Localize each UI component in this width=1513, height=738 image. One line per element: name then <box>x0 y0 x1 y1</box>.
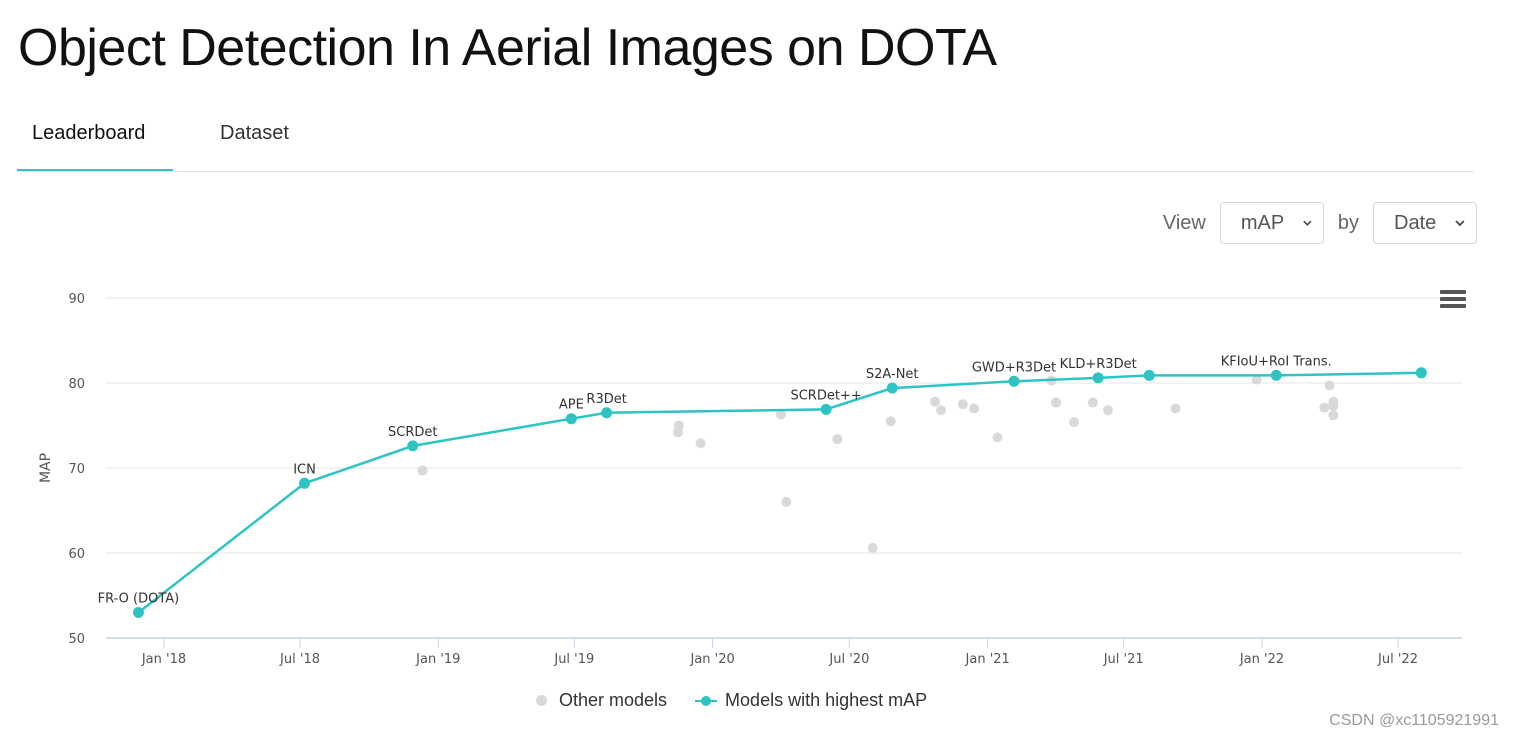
by-label: by <box>1337 211 1359 234</box>
x-tick-label: Jul '18 <box>279 652 320 667</box>
other-model-point <box>781 497 792 507</box>
y-tick-label: 90 <box>68 292 85 307</box>
best-model-point <box>1270 369 1282 381</box>
y-tick-label: 80 <box>68 377 85 392</box>
other-model-point <box>417 465 428 476</box>
x-tick-label: Jan '21 <box>965 652 1010 667</box>
best-model-point <box>1008 375 1020 387</box>
y-tick-label: 60 <box>68 547 85 562</box>
x-tick-label: Jul '21 <box>1103 652 1144 667</box>
other-model-point <box>1170 403 1181 414</box>
other-model-point <box>1251 374 1262 385</box>
y-tick-label: 50 <box>68 632 85 647</box>
chart-controls: View mAP by Date <box>1163 201 1477 245</box>
other-model-point <box>867 542 878 553</box>
other-model-point <box>776 409 786 420</box>
x-tick-label: Jan '22 <box>1239 652 1284 667</box>
other-model-point <box>885 416 896 427</box>
page-title: Object Detection In Aerial Images on DOT… <box>18 19 997 77</box>
metric-select[interactable]: mAP <box>1219 202 1324 244</box>
other-model-point <box>1328 410 1339 421</box>
other-model-point <box>969 403 980 414</box>
legend-label-best: Models with highest mAP <box>725 690 928 710</box>
other-model-point <box>1051 397 1062 408</box>
other-model-point <box>992 432 1003 443</box>
best-model-point <box>1092 372 1104 384</box>
other-model-point <box>957 399 968 410</box>
watermark: CSDN @xc1105921991 <box>1329 712 1499 729</box>
chart-menu-icon[interactable] <box>1440 290 1466 312</box>
y-tick-label: 70 <box>68 462 85 477</box>
other-model-point <box>832 434 843 445</box>
x-tick-label: Jan '18 <box>141 652 186 667</box>
legend-label-other: Other models <box>559 690 668 710</box>
other-model-point <box>1087 397 1098 408</box>
x-tick-label: Jan '20 <box>689 652 734 667</box>
other-model-point <box>1319 402 1330 413</box>
legend-item-other-models[interactable]: Other models <box>536 690 667 711</box>
best-model-point <box>407 440 419 452</box>
best-model-label: KLD+R3Det <box>1060 357 1137 372</box>
sort-by-select[interactable]: Date <box>1373 202 1477 244</box>
y-axis-title: MAP <box>38 453 54 483</box>
other-model-point <box>695 438 706 449</box>
best-model-label: ICN <box>293 462 316 477</box>
other-model-point <box>1069 417 1080 428</box>
best-model-line <box>137 371 1422 614</box>
best-model-label: S2A-Net <box>866 367 919 382</box>
view-label: View <box>1162 211 1206 234</box>
best-model-point <box>1415 367 1427 379</box>
other-model-point <box>930 396 941 407</box>
best-model-label: KFIoU+RoI Trans. <box>1221 354 1332 369</box>
other-model-point <box>673 420 684 431</box>
best-model-point <box>1143 369 1155 381</box>
other-model-point <box>1324 380 1335 391</box>
best-model-point <box>299 477 311 489</box>
tab-bar: Leaderboard Dataset <box>17 100 1474 172</box>
chevron-down-icon <box>1455 220 1465 227</box>
x-tick-label: Jan '19 <box>415 652 460 667</box>
sort-by-select-value: Date <box>1394 211 1437 234</box>
chevron-down-icon <box>1303 220 1312 226</box>
legend-line-icon <box>695 695 718 707</box>
chart-legend: Other models Models with highest mAP <box>536 690 955 711</box>
tab-leaderboard[interactable]: Leaderboard <box>32 122 146 144</box>
best-model-point <box>565 413 577 425</box>
other-model-point <box>1102 405 1113 416</box>
best-model-point <box>820 403 832 415</box>
legend-dot-icon <box>536 695 547 706</box>
x-tick-label: Jul '20 <box>828 652 869 667</box>
best-model-label: APE <box>559 398 584 413</box>
x-tick-label: Jul '19 <box>553 652 594 667</box>
tab-dataset[interactable]: Dataset <box>220 122 289 144</box>
active-tab-indicator <box>17 169 173 171</box>
best-model-point <box>886 382 898 394</box>
x-tick-label: Jul '22 <box>1377 652 1418 667</box>
best-model-label: R3Det <box>586 392 626 407</box>
metric-select-value: mAP <box>1240 211 1285 234</box>
other-model-point <box>936 405 947 416</box>
best-model-point <box>601 407 613 419</box>
best-model-label: FR-O (DOTA) <box>98 592 180 607</box>
best-model-label: SCRDet++ <box>790 388 861 403</box>
other-model-point <box>1328 400 1339 411</box>
best-model-point <box>132 607 144 618</box>
legend-item-best-models[interactable]: Models with highest mAP <box>695 690 927 711</box>
best-model-label: GWD+R3Det <box>972 360 1056 375</box>
best-model-label: SCRDet <box>388 425 437 440</box>
